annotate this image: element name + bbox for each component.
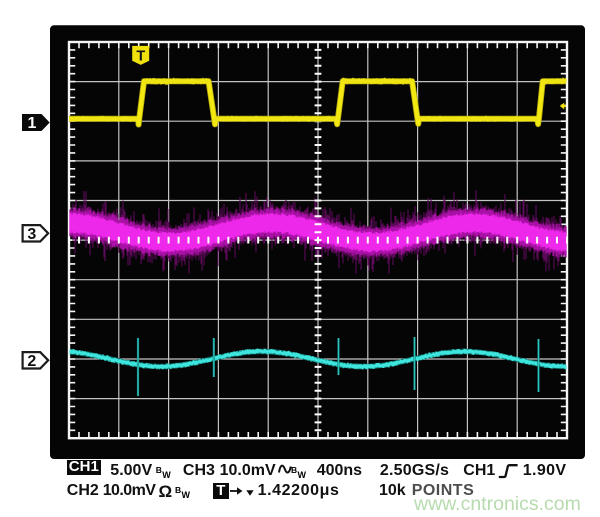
svg-text:2: 2 — [27, 353, 36, 370]
svg-text:1: 1 — [28, 115, 37, 132]
svg-text:3: 3 — [27, 226, 36, 243]
svg-text:T: T — [136, 49, 145, 65]
